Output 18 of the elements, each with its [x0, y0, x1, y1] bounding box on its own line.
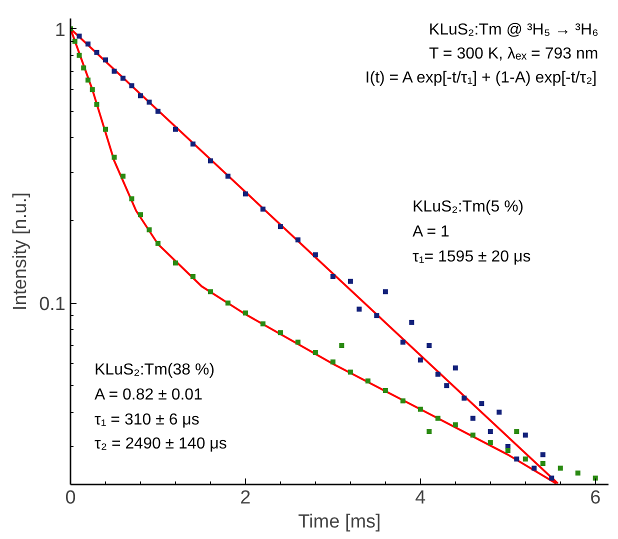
annotation: A = 0.82 ± 0.01 [94, 386, 203, 404]
x-tick-label: 6 [590, 488, 601, 508]
annotation: τ₁= 1595 ± 20 μs [412, 248, 531, 266]
x-tick-label: 4 [415, 488, 426, 508]
x-tick-label: 0 [65, 488, 76, 508]
y-tick-label: 0.1 [39, 294, 66, 316]
annotation: τ₁ = 310 ± 6 μs [94, 412, 200, 428]
x-axis-title: Time [ms] [298, 512, 381, 532]
annotation: τ₂ = 2490 ± 140 μs [94, 436, 227, 452]
annotation: KLuS₂:Tm @ ³H₅ → ³H₆ [428, 22, 599, 38]
y-tick-label: 1 [54, 20, 66, 41]
annotation: KLuS₂:Tm(5 %) [412, 198, 524, 216]
annotation: T = 300 K, λₑₓ = 793 nm [428, 46, 598, 62]
annotation: A = 1 [412, 224, 450, 240]
annotation: I(t) = A exp[-t/τ₁] + (1-A) exp[-t/τ₂] [365, 70, 597, 86]
y-axis-title: Intensity [n.u.] [10, 192, 32, 311]
x-tick-label: 2 [240, 488, 251, 508]
annotation: KLuS₂:Tm(38 %) [94, 362, 215, 378]
